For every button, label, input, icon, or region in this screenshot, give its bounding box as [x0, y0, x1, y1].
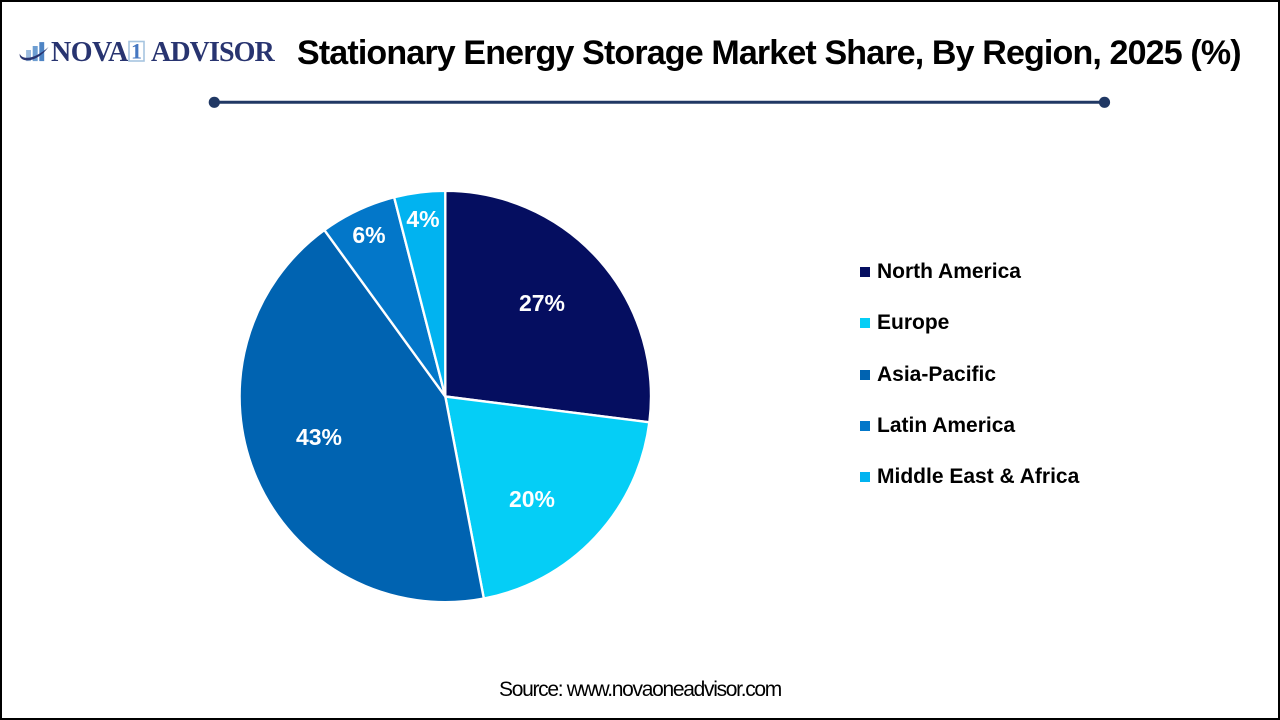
svg-text:20%: 20%	[509, 486, 555, 512]
svg-text:6%: 6%	[352, 222, 385, 248]
svg-text:4%: 4%	[406, 206, 439, 232]
svg-text:ADVISOR: ADVISOR	[151, 37, 276, 68]
svg-text:43%: 43%	[296, 424, 342, 450]
svg-text:NOVA: NOVA	[51, 37, 129, 68]
svg-text:27%: 27%	[519, 290, 565, 316]
svg-text:1: 1	[131, 39, 142, 64]
